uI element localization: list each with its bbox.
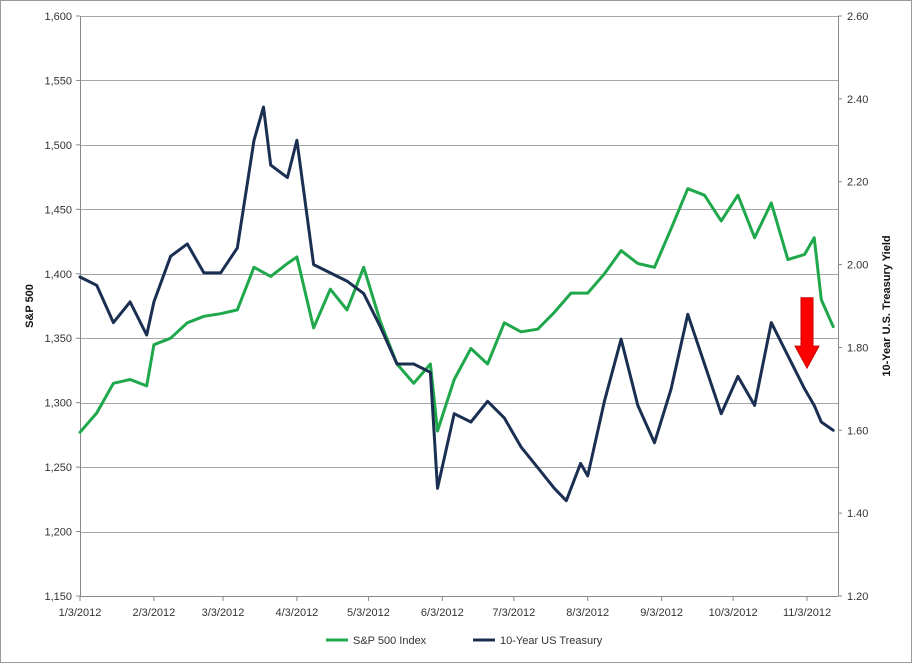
x-tick-label: 5/3/2012: [347, 607, 390, 619]
y2-tick-label: 1.20: [847, 591, 868, 603]
y2-tick-label: 2.00: [847, 260, 868, 272]
y-tick-label: 1,200: [44, 527, 72, 539]
y-tick-label: 1,500: [44, 140, 72, 152]
legend-label: S&P 500 Index: [353, 635, 427, 647]
y2-axis-title: 10-Year U.S. Treasury Yield: [881, 235, 893, 376]
x-tick-label: 3/3/2012: [202, 607, 245, 619]
series-line-treasury: [78, 105, 835, 503]
x-tick-label: 4/3/2012: [275, 607, 318, 619]
y2-tick-label: 1.40: [847, 508, 868, 520]
legend-label: 10-Year US Treasury: [500, 635, 603, 647]
x-tick-label: 7/3/2012: [492, 607, 535, 619]
y-tick-label: 1,150: [44, 591, 72, 603]
y-axis-title: S&P 500: [24, 284, 36, 328]
axes: 1,150 1,200 1,250 1,300 1,350 1,400 1,450 1,500…: [24, 11, 893, 619]
y-tick-label: 1,400: [44, 269, 72, 281]
y-tick-label: 1,350: [44, 333, 72, 345]
x-tick-label: 1/3/2012: [59, 607, 102, 619]
y2-tick-label: 1.80: [847, 342, 868, 354]
series-line-sp500: [78, 187, 835, 434]
x-tick-label: 10/3/2012: [709, 607, 758, 619]
y-tick-label: 1,300: [44, 398, 72, 410]
annotations: [794, 297, 820, 370]
x-tick-label: 8/3/2012: [566, 607, 609, 619]
x-tick-label: 2/3/2012: [132, 607, 175, 619]
legend: S&P 500 Index 10-Year US Treasury: [326, 635, 603, 647]
y2-tick-label: 2.40: [847, 94, 868, 106]
y-tick-label: 1,600: [44, 11, 72, 23]
y2-tick-label: 2.20: [847, 177, 868, 189]
x-tick-label: 9/3/2012: [640, 607, 683, 619]
y-tick-label: 1,550: [44, 75, 72, 87]
y-tick-label: 1,250: [44, 462, 72, 474]
x-tick-label: 11/3/2012: [783, 607, 831, 619]
x-tick-label: 6/3/2012: [421, 607, 464, 619]
down-arrow-icon: [794, 297, 820, 370]
y2-tick-label: 2.60: [847, 11, 868, 23]
series-lines: [78, 105, 835, 503]
y-tick-label: 1,450: [44, 204, 72, 216]
y2-tick-label: 1.60: [847, 425, 868, 437]
